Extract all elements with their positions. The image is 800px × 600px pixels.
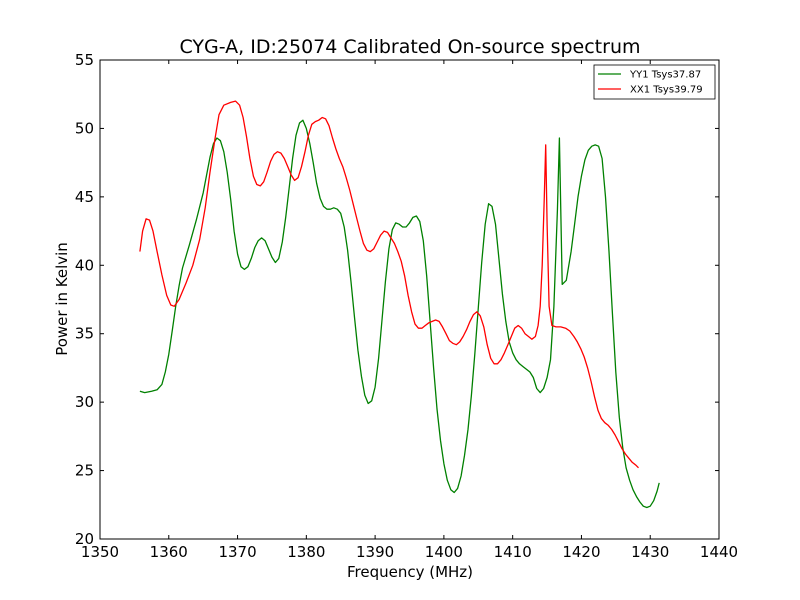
legend: YY1 Tsys37.87 XX1 Tsys39.79 [593,64,716,100]
x-tick-label: 1370 [218,543,256,561]
y-tick-label: 20 [75,530,94,548]
legend-box [593,64,716,100]
series-line-yy1 [139,119,660,509]
chart-title: CYG-A, ID:25074 Calibrated On-source spe… [179,36,640,58]
x-tick-label: 1440 [700,543,738,561]
legend-label-xx1: XX1 Tsys39.79 [630,85,703,96]
y-tick-label: 50 [75,119,94,137]
y-tick-label: 25 [75,462,94,480]
y-axis-label: Power in Kelvin [53,242,71,356]
x-tick-label: 1350 [81,543,119,561]
plot-area-frame [99,59,720,540]
series-line-xx1 [139,100,639,469]
series-layer [139,100,660,509]
y-tick-label: 30 [75,393,94,411]
legend-label-yy1: YY1 Tsys37.87 [629,70,701,81]
y-tick-label: 55 [75,51,94,69]
x-tick-label: 1400 [425,543,463,561]
y-tick-label: 40 [75,256,94,274]
x-axis-label: Frequency (MHz) [347,563,473,581]
x-tick-label: 1430 [631,543,669,561]
x-tick-label: 1420 [562,543,600,561]
x-tick-label: 1390 [356,543,394,561]
x-tick-label: 1380 [287,543,325,561]
y-tick-label: 45 [75,188,94,206]
y-tick-label: 35 [75,325,94,343]
x-tick-label: 1360 [150,543,188,561]
x-tick-label: 1410 [494,543,532,561]
ticks-layer: 1350 1360 1370 1380 1390 1400 1410 1420 1430 1440… [75,51,738,561]
